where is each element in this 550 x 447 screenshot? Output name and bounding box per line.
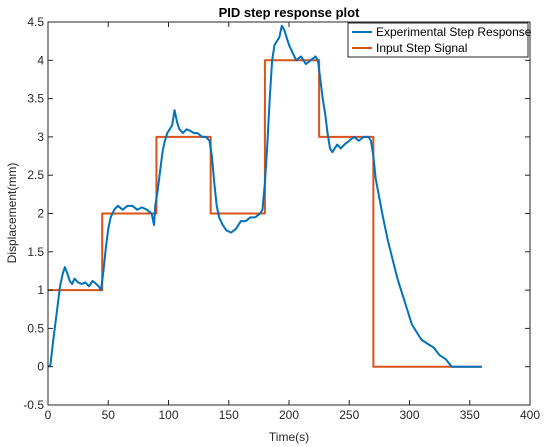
y-tick-label: 4 — [37, 53, 44, 67]
x-tick-label: 100 — [158, 408, 178, 422]
y-tick-label: 1 — [37, 283, 44, 297]
y-tick-label: 3.5 — [27, 92, 44, 106]
series-layer — [47, 24, 482, 368]
legend: Experimental Step Response Input Step Si… — [347, 22, 532, 58]
legend-label-experimental: Experimental Step Response — [376, 25, 532, 39]
x-axis-title: Time(s) — [269, 430, 309, 444]
y-tick-label: 1.5 — [27, 245, 44, 259]
y-tick-label: 3 — [37, 130, 44, 144]
y-tick-label: 4.5 — [27, 15, 44, 29]
x-tick-label: 250 — [339, 408, 359, 422]
chart-title: PID step response plot — [219, 5, 361, 20]
tick-labels-layer: 0 50 100 150 200 250 300 350 400-0.500.511.522.5… — [23, 15, 540, 422]
x-tick-label: 400 — [520, 408, 540, 422]
x-tick-label: 0 — [45, 408, 52, 422]
y-axis-title: Displacement(mm) — [5, 163, 19, 264]
x-tick-label: 300 — [399, 408, 419, 422]
x-tick-label: 50 — [102, 408, 116, 422]
x-tick-label: 150 — [219, 408, 239, 422]
y-tick-label: 0.5 — [27, 321, 44, 335]
y-tick-label: 2 — [37, 207, 44, 221]
series-line-experimental — [47, 24, 482, 368]
x-tick-label: 200 — [279, 408, 299, 422]
y-tick-label: 2.5 — [27, 168, 44, 182]
y-tick-label: -0.5 — [23, 398, 44, 412]
y-tick-label: 0 — [37, 360, 44, 374]
x-tick-label: 350 — [460, 408, 480, 422]
legend-label-input-step: Input Step Signal — [376, 41, 467, 55]
legend-box — [347, 22, 529, 58]
